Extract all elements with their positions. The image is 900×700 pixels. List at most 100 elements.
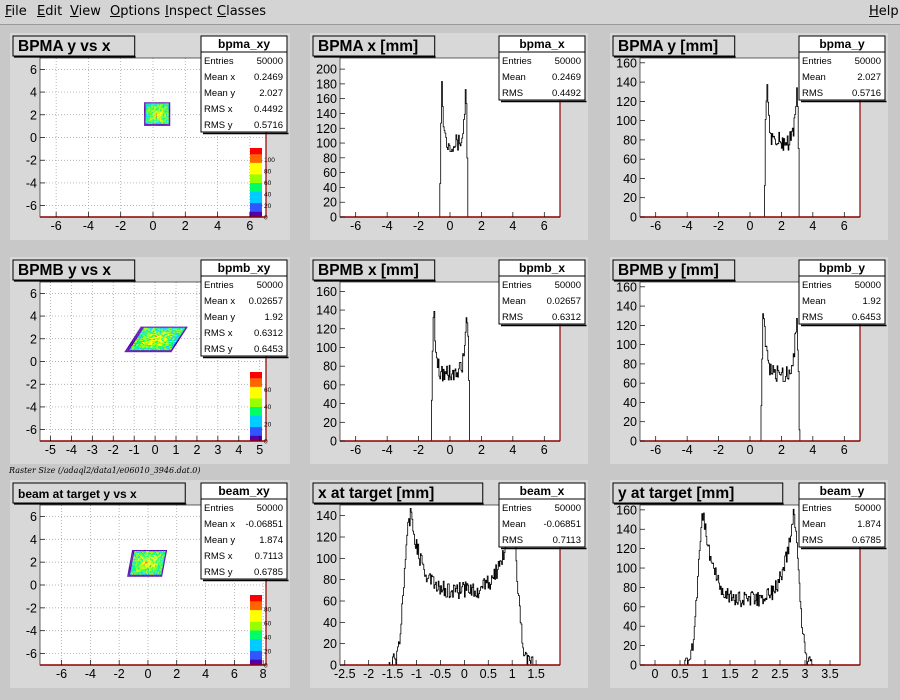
heatmap-cell	[157, 340, 160, 342]
heatmap-cell	[136, 335, 139, 337]
x-tick-label: 1	[509, 667, 516, 681]
heatmap-cell	[149, 123, 152, 125]
root-canvas[interactable]: 0 20 40 60 80 100 -6 -4 -2 0 2 4 6 -6 -4 -2 0 2 4 6 BPMA y v…	[0, 25, 900, 700]
heatmap-cell	[172, 337, 175, 339]
pad-bpmb-xy[interactable]: 0 20 40 60 -5 -4 -3 -2 -1 0 1 2 3 4 5 -6 -4 -2 0 2 4 6 BPMB y …	[10, 257, 290, 464]
menu-classes[interactable]: Classes	[217, 4, 266, 19]
heatmap-cell	[175, 339, 178, 341]
heatmap-cell	[129, 562, 132, 564]
heatmap-cell	[152, 113, 155, 115]
heatmap-cell	[162, 113, 165, 115]
pad-bpma-x[interactable]: -6 -4 -2 0 2 4 6 0 20 40 60 80 100 120 140 160 180 200 BPM…	[310, 33, 588, 240]
stats-label: RMS y	[204, 120, 233, 131]
heatmap-cell	[135, 549, 138, 552]
heatmap-cell	[162, 551, 165, 553]
stats-box	[798, 259, 886, 325]
heatmap-cell	[134, 335, 137, 337]
heatmap-cell	[164, 106, 166, 108]
heatmap-cell	[147, 563, 149, 565]
palette-tick-label: 0	[264, 439, 268, 446]
heatmap-cell	[138, 559, 140, 561]
heatmap-cell	[148, 118, 150, 120]
heatmap-cell	[156, 563, 159, 565]
heatmap-cell	[159, 332, 161, 334]
pad-beam-x[interactable]: -2.5 -2 -1.5 -1 -0.5 0 0.5 1 1.5 0 20 40 60 80 100 120 1…	[310, 480, 588, 688]
heatmap-cell	[149, 333, 151, 335]
heatmap-cell	[152, 328, 155, 330]
heatmap-cell	[147, 551, 149, 553]
y-tick-label: 100	[616, 114, 637, 128]
heatmap-cell	[145, 345, 148, 347]
menu-inspect[interactable]: Inspect	[165, 4, 213, 19]
heatmap-cell	[140, 347, 143, 349]
heatmap-cell	[137, 556, 139, 558]
heatmap-cell	[142, 574, 145, 576]
heatmap-cell	[144, 122, 146, 124]
heatmap-cell	[152, 114, 155, 116]
heatmap-cell	[145, 335, 148, 337]
menu-view[interactable]: View	[70, 4, 101, 19]
heatmap-cell	[168, 103, 171, 105]
menu-help[interactable]: Help	[869, 4, 899, 19]
heatmap-cell	[148, 560, 150, 562]
heatmap-cell	[163, 337, 166, 339]
heatmap-cell	[167, 334, 170, 336]
heatmap-cell	[146, 554, 149, 556]
pad-beam-xy[interactable]: 0 20 40 60 80 -6 -4 -2 0 2 4 6 8 -6 -4 -2 0 2 4 6 beam at ta…	[10, 480, 290, 688]
heatmap-cell	[153, 568, 155, 570]
heatmap-cell	[151, 110, 153, 112]
heatmap-cell	[155, 569, 157, 571]
pad-bpmb-y[interactable]: -6 -4 -2 0 2 4 6 0 20 40 60 80 100 120 140 160 BPMB y [m…	[610, 257, 888, 464]
heatmap-cell	[160, 558, 162, 560]
heatmap-cell	[151, 558, 153, 560]
heatmap-cell	[150, 331, 153, 333]
heatmap-cell	[164, 109, 166, 111]
heatmap-cell	[158, 342, 161, 345]
pad-beam-y[interactable]: 0 0.5 1 1.5 2 2.5 3 3.5 0 20 40 60 80 100 120 140 160 y a…	[610, 480, 888, 688]
heatmap-cell	[146, 569, 148, 571]
heatmap-cell	[152, 346, 155, 348]
heatmap-cell	[134, 566, 136, 568]
heatmap-cell	[155, 116, 158, 118]
heatmap-cell	[133, 571, 135, 573]
heatmap-cell	[142, 328, 145, 330]
palette-bin	[250, 406, 262, 410]
pad-bpmb-x[interactable]: -6 -4 -2 0 2 4 6 0 20 40 60 80 100 120 140 160 BPMB x [m…	[310, 257, 588, 464]
heatmap-cell	[146, 326, 148, 328]
heatmap-cell	[144, 344, 147, 346]
heatmap-cell	[141, 569, 143, 571]
heatmap-cell	[137, 554, 140, 556]
heatmap-cell	[162, 118, 165, 120]
menu-edit[interactable]: Edit	[37, 4, 63, 19]
heatmap-cell	[150, 349, 153, 351]
heatmap-cell	[131, 342, 134, 345]
heatmap-cell	[146, 564, 148, 566]
heatmap-cell	[146, 109, 149, 111]
heatmap-cell	[159, 558, 161, 560]
y-tick-label: -2	[26, 601, 37, 615]
menu-options[interactable]: Options	[110, 4, 161, 19]
pad-bpma-y[interactable]: -6 -4 -2 0 2 4 6 0 20 40 60 80 100 120 140 160 BPMA y [m…	[610, 33, 888, 240]
heatmap-cell	[169, 342, 172, 345]
heatmap-cell	[160, 552, 162, 554]
stats-name: beam_x	[520, 484, 565, 498]
heatmap-cell	[148, 340, 151, 342]
heatmap-cell	[136, 347, 139, 349]
heatmap-cell	[165, 328, 168, 330]
x-tick-label: 6	[231, 667, 238, 681]
heatmap-cell	[168, 116, 171, 118]
stats-name: bpmb_x	[519, 261, 565, 275]
heatmap-cell	[165, 113, 168, 115]
heatmap-cell	[137, 333, 140, 335]
heatmap-cell	[151, 102, 153, 104]
heatmap-cell	[131, 349, 134, 351]
palette-bin	[250, 199, 262, 204]
pad-bpma-xy[interactable]: 0 20 40 60 80 100 -6 -4 -2 0 2 4 6 -6 -4 -2 0 2 4 6 BPMA y v…	[10, 33, 290, 240]
stats-label: Mean y	[204, 88, 235, 99]
heatmap-cell	[152, 333, 155, 335]
menu-file[interactable]: File	[5, 4, 27, 19]
heatmap-cell	[150, 557, 152, 559]
heatmap-cell	[178, 331, 181, 333]
heatmap-cell	[176, 332, 178, 334]
heatmap-cell	[134, 553, 136, 555]
